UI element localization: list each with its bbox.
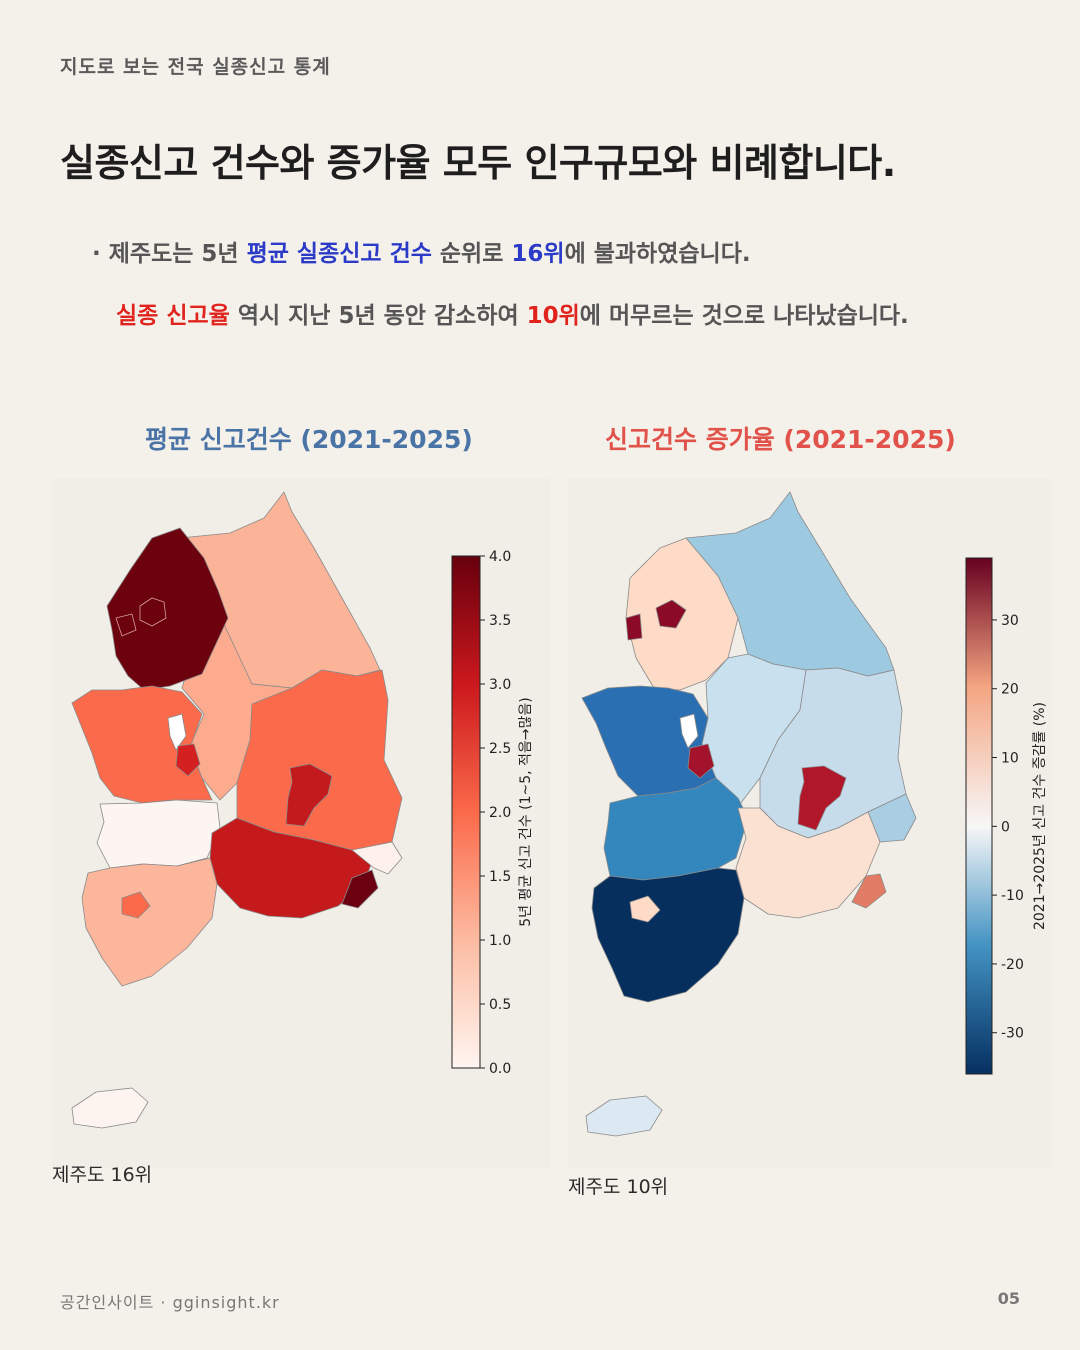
region-gyeongbuk [236, 669, 403, 851]
left-map-svg: 0.0 0.5 1.0 1.5 2.0 2.5 3.0 3.5 4.0 5년 평균 신고 건수 … [71, 491, 534, 1129]
summary-text: 순위로 [431, 241, 512, 267]
left-map-panel: 0.0 0.5 1.0 1.5 2.0 2.5 3.0 3.5 4.0 5년 평균 신고 건수 … [52, 478, 550, 1168]
summary-text: 제주도는 5년 [108, 241, 247, 267]
bullet: · [92, 241, 101, 267]
colorbar-tick-label: 2.0 [489, 805, 511, 821]
highlight-report-rate: 실종 신고율 [116, 303, 230, 329]
colorbar-tick-label: 3.5 [489, 613, 511, 629]
kicker: 지도로 보는 전국 실종신고 통계 [60, 56, 331, 78]
right-map-title: 신고건수 증가율 (2021-2025) [605, 425, 956, 454]
region-sejong [167, 713, 187, 751]
left-map-title: 평균 신고건수 (2021-2025) [145, 425, 473, 454]
highlight-avg-count: 평균 실종신고 건수 [246, 241, 432, 267]
summary-line-1: · 제주도는 5년 평균 실종신고 건수 순위로 16위에 불과하였습니다. [92, 234, 751, 268]
region-jeonbuk [96, 799, 221, 869]
region-gwangju [121, 891, 151, 919]
colorbar-tick-label: 2.5 [489, 741, 511, 757]
region-daejeon [175, 743, 201, 777]
footer-brand: 공간인사이트 · gginsight.kr [60, 1293, 280, 1312]
colorbar-tick-label: 1.0 [489, 933, 511, 949]
left-colorbar-label: 5년 평균 신고 건수 (1~5, 적음→많음) [518, 697, 534, 927]
colorbar-tick-label: 3.0 [489, 677, 511, 693]
region-seoul [655, 599, 687, 629]
left-colorbar: 0.0 0.5 1.0 1.5 2.0 2.5 3.0 3.5 4.0 5년 평균 신고 건수 … [451, 549, 534, 1077]
region-chungnam [581, 685, 717, 797]
right-colorbar-label: 2021→2025년 신고 건수 증감률 (%) [1032, 702, 1048, 930]
colorbar-tick-label: 10 [1001, 751, 1019, 767]
region-incheon [625, 613, 643, 641]
right-colorbar-ticks: 30 20 10 0 -10 -20 -30 [992, 613, 1024, 1042]
region-jeonnam [81, 857, 218, 987]
colorbar-tick-label: 0.5 [489, 997, 511, 1013]
summary-text: 역시 지난 5년 동안 감소하여 [229, 303, 527, 329]
colorbar-tick-label: 30 [1001, 613, 1019, 629]
colorbar-tick-label: 0 [1001, 819, 1010, 835]
incheon-boundary [115, 613, 137, 637]
right-map-panel: 30 20 10 0 -10 -20 -30 2021→2025년 신고 건수 증감률 (%… [568, 478, 1052, 1168]
colorbar-tick-label: -30 [1001, 1026, 1024, 1042]
seoul-boundary [139, 597, 167, 627]
summary-text: 에 불과하였습니다. [564, 241, 751, 267]
region-daegu [285, 763, 333, 827]
region-jeju [71, 1087, 149, 1129]
jeju-rank-left: 제주도 16위 [52, 1164, 153, 1186]
region-busan [341, 869, 379, 909]
right-colorbar: 30 20 10 0 -10 -20 -30 2021→2025년 신고 건수 증감률 (%… [965, 557, 1048, 1075]
summary-line-2: 실종 신고율 역시 지난 5년 동안 감소하여 10위에 머무르는 것으로 나타… [116, 296, 909, 330]
page-number: 05 [997, 1289, 1020, 1308]
region-gwangju [629, 895, 661, 923]
colorbar-tick-label: 1.5 [489, 869, 511, 885]
region-daejeon [687, 743, 715, 779]
region-jeonbuk [603, 777, 749, 881]
colorbar-tick-label: -20 [1001, 957, 1024, 973]
right-map-svg: 30 20 10 0 -10 -20 -30 2021→2025년 신고 건수 증감률 (%… [581, 491, 1048, 1137]
region-jeju [585, 1095, 663, 1137]
colorbar-tick-label: 4.0 [489, 549, 511, 565]
highlight-rank-16: 16위 [511, 241, 565, 267]
region-gyeonggi [106, 527, 229, 691]
headline: 실종신고 건수와 증가율 모두 인구규모와 비례합니다. [60, 141, 896, 185]
colorbar-tick-label: 20 [1001, 682, 1019, 698]
left-colorbar-ticks: 0.0 0.5 1.0 1.5 2.0 2.5 3.0 3.5 4.0 [480, 549, 511, 1077]
colorbar-tick-label: -10 [1001, 888, 1024, 904]
region-busan [851, 873, 887, 909]
region-daegu [797, 765, 847, 831]
summary-text: 에 머무르는 것으로 나타났습니다. [579, 303, 909, 329]
jeju-rank-right: 제주도 10위 [568, 1176, 669, 1198]
region-sejong [679, 713, 699, 749]
region-ulsan [351, 841, 403, 875]
region-jeonnam [591, 867, 745, 1003]
colorbar-tick-label: 0.0 [489, 1061, 511, 1077]
highlight-rank-10: 10위 [526, 303, 580, 329]
